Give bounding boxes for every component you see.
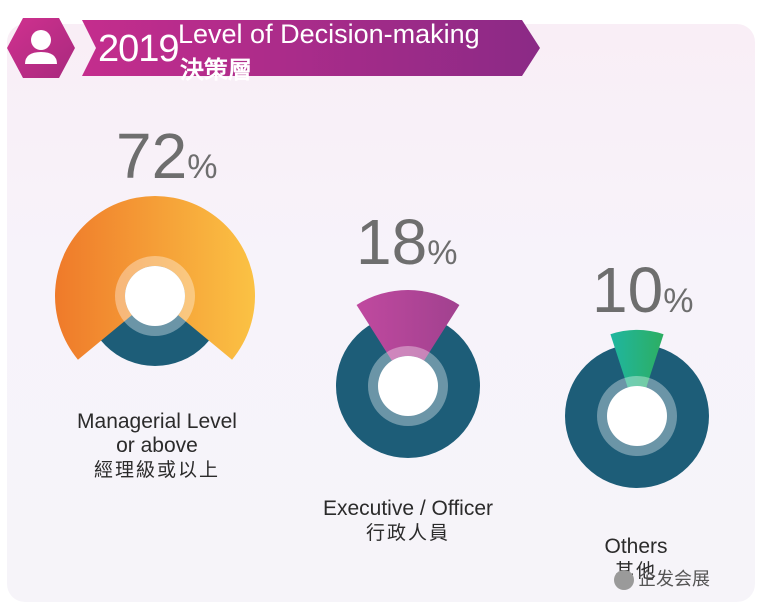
slice-2 — [610, 330, 664, 388]
category-label-managerial: Managerial Level or above 經理級或以上 — [77, 410, 237, 481]
category-label-executive: Executive / Officer 行政人員 — [322, 497, 493, 544]
user-icon — [5, 16, 77, 84]
header-title-en: Level of Decision-making — [178, 19, 480, 49]
slice-1 — [356, 290, 460, 361]
donut-executive — [336, 290, 480, 458]
donut-hole — [125, 266, 185, 326]
value-label-others: 10% — [592, 254, 694, 326]
slice-0 — [55, 196, 256, 360]
donut-others — [565, 330, 709, 488]
donut-managerial — [55, 196, 256, 366]
value-label-managerial: 72% — [116, 120, 218, 192]
wechat-icon — [614, 570, 634, 590]
value-label-executive: 18% — [356, 206, 458, 278]
watermark: 企发会展 — [614, 565, 710, 591]
header-title-zh: 決策層 — [180, 56, 252, 84]
donut-hole — [378, 356, 438, 416]
header-banner — [70, 20, 540, 76]
donut-hole — [607, 386, 667, 446]
header-year: 2019 — [98, 28, 180, 70]
